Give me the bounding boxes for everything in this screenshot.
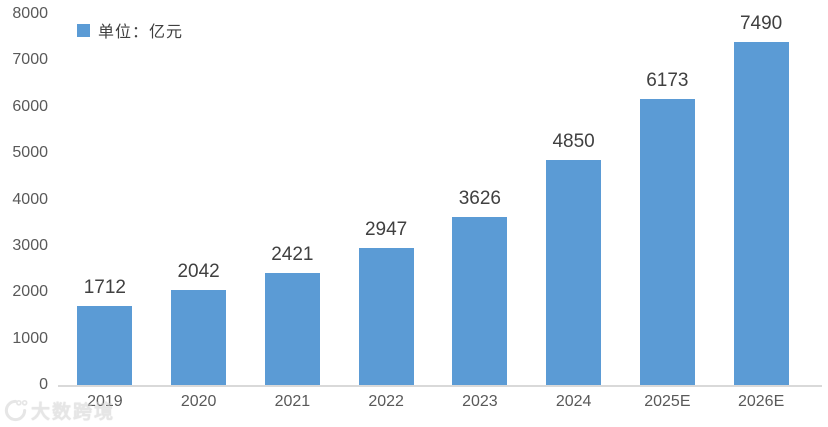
bar-value-label: 1712 <box>83 276 127 298</box>
bar-value-label: 6173 <box>646 69 689 91</box>
bar-group: 1712 <box>58 14 152 385</box>
x-axis-tick-label: 2026E <box>737 393 785 410</box>
y-axis-tick-label: 5000 <box>12 144 48 162</box>
bar-value-label: 2421 <box>271 243 314 265</box>
bar-group: 2947 <box>339 14 433 385</box>
bar-value-label: 4850 <box>552 131 595 153</box>
bar-value-label: 2042 <box>177 261 220 283</box>
x-axis: 2019 2020 2021 2022 2023 2024 2025E 2026E <box>58 393 808 411</box>
bar-value-label: 2947 <box>364 219 408 241</box>
y-axis-tick-label: 4000 <box>12 190 48 208</box>
bar-group: 2421 <box>246 14 340 385</box>
bar-value-label: 7490 <box>739 13 783 34</box>
y-axis-tick-label: 8000 <box>12 5 48 22</box>
x-axis-tick-label: 2025E <box>644 393 691 410</box>
bar-group: 6173 <box>621 14 715 385</box>
bar <box>358 248 414 385</box>
y-axis-tick-label: 6000 <box>12 97 48 115</box>
bar-value-label: 3626 <box>458 187 502 209</box>
bar <box>733 42 789 385</box>
watermark-logo-icon <box>4 399 28 422</box>
legend-swatch-icon <box>77 23 90 37</box>
bar-group: 7490 <box>714 14 808 385</box>
bar-group: 4850 <box>527 14 621 385</box>
bar <box>546 160 602 385</box>
bars: 1712 2042 2421 2947 3626 4850 6173 7490 <box>58 14 808 385</box>
legend-label: 单位：亿元 <box>98 24 184 41</box>
y-axis-tick-label: 7000 <box>12 51 48 69</box>
legend: 单位：亿元 <box>77 18 183 42</box>
y-axis: 0 1000 2000 3000 4000 5000 6000 7000 8000 <box>0 6 48 393</box>
y-axis-tick-label: 1000 <box>12 329 48 347</box>
bar <box>77 305 133 385</box>
bar-group: 3626 <box>433 14 527 385</box>
x-axis-line <box>58 385 822 387</box>
x-axis-tick-label: 2019 <box>87 393 123 410</box>
x-axis-tick-label: 2022 <box>368 393 404 410</box>
x-axis-tick-label: 2024 <box>555 393 592 410</box>
x-axis-tick-label: 2020 <box>180 393 217 410</box>
y-axis-tick-label: 3000 <box>12 236 48 254</box>
y-axis-tick-label: 0 <box>39 376 48 393</box>
bar <box>639 98 695 385</box>
bar <box>452 216 508 385</box>
bar-group: 2042 <box>152 14 246 385</box>
x-axis-tick-label: 2021 <box>274 393 311 410</box>
x-axis-tick-label: 2023 <box>462 393 498 410</box>
bar <box>171 290 227 385</box>
y-axis-tick-label: 2000 <box>12 283 48 301</box>
bar <box>264 272 320 385</box>
plot-area: 1712 2042 2421 2947 3626 4850 6173 7490 <box>58 14 808 385</box>
